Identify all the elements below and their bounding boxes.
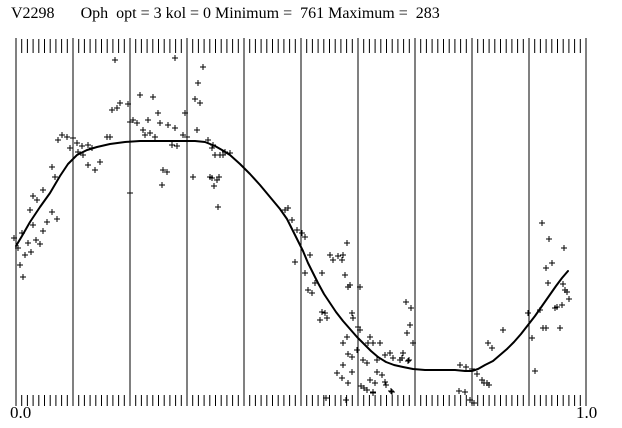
chart-title: V2298 Oph opt = 3 kol = 0 Minimum = 761 M… xyxy=(11,5,440,23)
vertical-gridlines xyxy=(15,38,587,403)
phase-axis-min-label: 0.0 xyxy=(10,403,32,422)
phase-axis-max-label: 1.0 xyxy=(576,403,598,422)
observation-plus-markers xyxy=(11,55,572,406)
phase-tick-marks xyxy=(15,39,587,406)
fitted-light-curve xyxy=(15,140,569,372)
chart-params-label: Oph opt = 3 kol = 0 Minimum = 761 Maximu… xyxy=(80,5,440,22)
star-id-label: V2298 xyxy=(11,5,55,22)
